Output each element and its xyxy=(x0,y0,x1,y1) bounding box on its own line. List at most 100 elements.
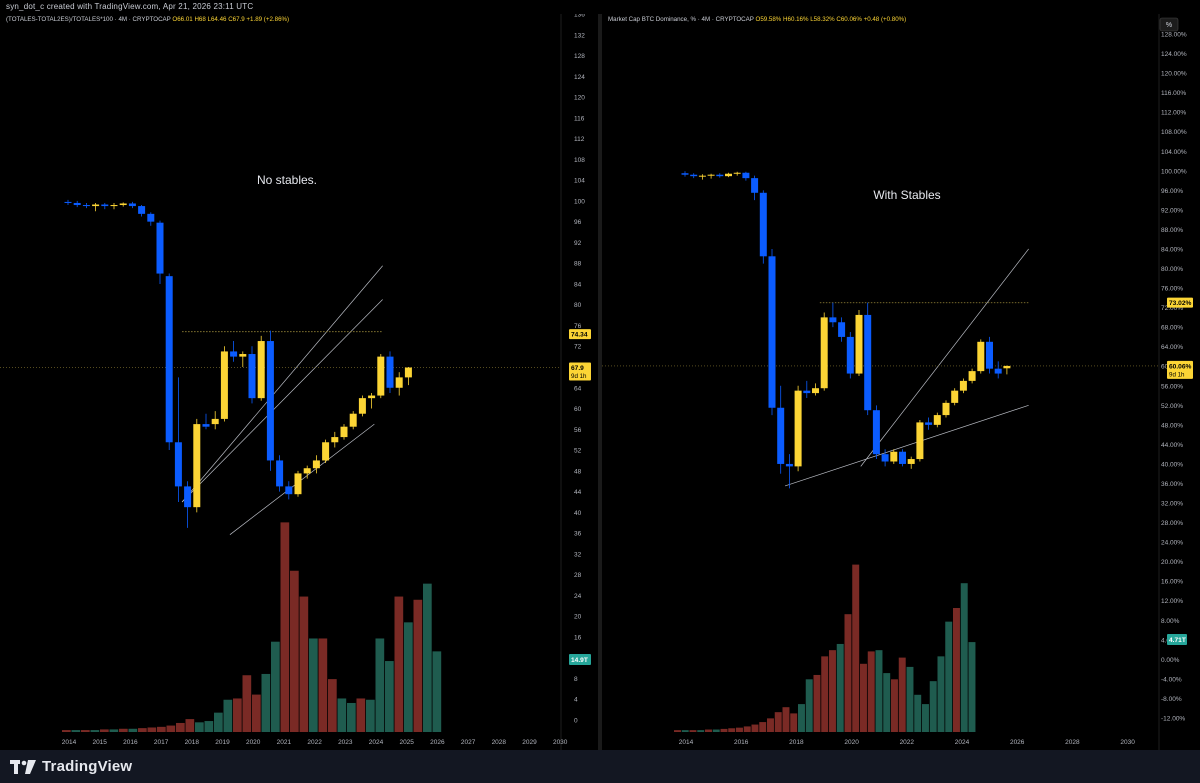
chart-panel-right[interactable]: Market Cap BTC Dominance, % · 4M · CRYPT… xyxy=(602,14,1200,750)
candle-body xyxy=(276,460,284,487)
trend-line xyxy=(181,265,383,503)
y-tick-label: 76.00% xyxy=(1161,286,1183,293)
volume-bar xyxy=(883,673,891,732)
candle-body xyxy=(820,317,828,389)
candle-body xyxy=(716,174,724,177)
volume-bar xyxy=(71,730,81,732)
volume-bar xyxy=(798,704,805,732)
y-tick-label: 40.00% xyxy=(1161,461,1183,468)
volume-bar xyxy=(929,681,937,732)
x-tick-label: 2026 xyxy=(1010,739,1025,746)
candle-body xyxy=(759,192,767,257)
x-tick-label: 2014 xyxy=(62,739,77,746)
volume-bar xyxy=(195,722,204,732)
candle-body xyxy=(174,442,182,487)
x-tick-label: 2024 xyxy=(955,739,970,746)
volume-bar xyxy=(204,721,214,732)
x-tick-label: 2019 xyxy=(215,739,230,746)
percent-scale-button[interactable] xyxy=(1159,17,1179,32)
x-tick-label: 2025 xyxy=(399,739,414,746)
candle-body xyxy=(881,454,889,462)
y-tick-label: 112.00% xyxy=(1161,110,1186,117)
annotation-text: No stables. xyxy=(257,173,317,187)
x-tick-label: 2022 xyxy=(900,739,915,746)
x-tick-label: 2018 xyxy=(185,739,200,746)
chart-left-svg[interactable]: (TOTALES-TOTAL2ES)/TOTALES*100 · 4M · CR… xyxy=(0,14,598,750)
y-tick-label: -12.00% xyxy=(1161,716,1185,723)
top-bar: syn_dot_c created with TradingView.com, … xyxy=(0,0,1200,14)
x-tick-label: 2030 xyxy=(1120,739,1135,746)
candle-body xyxy=(147,213,155,222)
y-tick-label: 8 xyxy=(574,676,578,683)
candle-body xyxy=(1003,365,1011,369)
candle-body xyxy=(386,356,394,388)
y-tick-label: 0.00% xyxy=(1161,657,1180,664)
volume-bar xyxy=(280,522,290,732)
candle-body xyxy=(404,367,412,378)
candle-body xyxy=(156,222,164,274)
candle-body xyxy=(368,395,376,399)
volume-bar xyxy=(960,583,968,732)
volume-bar xyxy=(712,729,720,732)
y-tick-label: 8.00% xyxy=(1161,618,1180,625)
volume-bar xyxy=(968,642,976,732)
candle-body xyxy=(890,451,898,462)
candle-body xyxy=(322,442,330,461)
volume-bar xyxy=(119,728,128,732)
candle-body xyxy=(64,201,72,203)
candle-body xyxy=(777,407,785,464)
volume-bar xyxy=(432,651,442,732)
y-tick-label: 28.00% xyxy=(1161,520,1183,527)
y-tick-label: 72 xyxy=(574,344,582,351)
volume-bar xyxy=(922,704,929,732)
volume-bar xyxy=(147,727,157,732)
y-tick-label: -4.00% xyxy=(1161,676,1182,683)
symbol-name: (TOTALES-TOTAL2ES)/TOTALES*100 · 4M · CR… xyxy=(6,16,172,23)
volume-bar xyxy=(394,596,404,732)
candle-body xyxy=(211,418,219,425)
volume-bar xyxy=(128,728,138,732)
symbol-legend: (TOTALES-TOTAL2ES)/TOTALES*100 · 4M · CR… xyxy=(6,16,289,23)
x-tick-label: 2015 xyxy=(92,739,107,746)
candle-body xyxy=(220,351,228,419)
y-tick-label: 80 xyxy=(574,302,582,309)
volume-bar xyxy=(81,730,90,732)
candle-body xyxy=(751,178,759,193)
volume-label-bg xyxy=(569,654,591,665)
volume-bar xyxy=(813,674,821,732)
y-tick-label: 104 xyxy=(574,178,585,185)
y-tick-label: 32.00% xyxy=(1161,501,1183,508)
x-tick-label: 2030 xyxy=(553,739,568,746)
panel-divider[interactable] xyxy=(598,14,602,750)
y-tick-label: 132 xyxy=(574,32,585,39)
price-label-current: 60.06% xyxy=(1169,363,1192,370)
y-tick-label: 112 xyxy=(574,136,585,143)
y-tick-label: 60 xyxy=(574,406,582,413)
candle-body xyxy=(248,354,256,399)
y-tick-label: 36 xyxy=(574,531,582,538)
volume-bar xyxy=(328,679,337,732)
tradingview-logo[interactable]: TradingView xyxy=(10,758,132,775)
candle-body xyxy=(358,398,366,414)
trend-line xyxy=(229,423,375,535)
y-tick-label: 124 xyxy=(574,74,585,81)
candle-body xyxy=(202,424,210,427)
candle-body xyxy=(846,336,854,374)
volume-bar xyxy=(185,719,195,732)
y-tick-label: 20 xyxy=(574,614,582,621)
y-tick-label: 52.00% xyxy=(1161,403,1183,410)
chart-panel-left[interactable]: (TOTALES-TOTAL2ES)/TOTALES*100 · 4M · CR… xyxy=(0,14,598,750)
chart-right-svg[interactable]: Market Cap BTC Dominance, % · 4M · CRYPT… xyxy=(602,14,1200,750)
price-label-resistance-bg xyxy=(569,329,591,340)
volume-bar xyxy=(100,729,109,732)
y-tick-label: 136 xyxy=(574,14,585,19)
x-tick-label: 2026 xyxy=(430,739,445,746)
footer-bar xyxy=(0,750,1200,783)
y-tick-label: 24 xyxy=(574,593,582,600)
y-tick-label: 12.00% xyxy=(1161,598,1183,605)
y-tick-label: 116 xyxy=(574,115,585,122)
volume-bar xyxy=(356,698,366,732)
volume-bar xyxy=(347,702,356,732)
ohlc-close: C60.06% xyxy=(836,16,863,23)
y-tick-label: 36.00% xyxy=(1161,481,1183,488)
